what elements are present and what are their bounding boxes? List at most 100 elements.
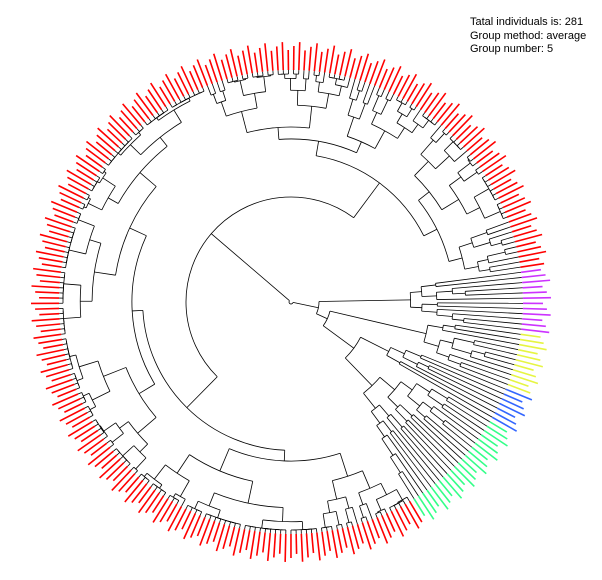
branch-line (74, 216, 79, 219)
branch-line (128, 135, 133, 139)
branch-line (411, 124, 419, 133)
leaf-marker-group-1 (336, 529, 343, 553)
branch-line (489, 188, 494, 192)
branch-arc (215, 516, 221, 520)
branch-line (73, 382, 79, 385)
leaf-marker-group-5 (413, 498, 426, 517)
branch-arc (91, 243, 102, 302)
branch-arc (262, 519, 303, 523)
branch-line (407, 395, 420, 407)
leaf-marker-group-1 (180, 65, 194, 93)
branch-arc (397, 496, 408, 503)
leaf-marker-group-1 (371, 519, 380, 539)
branch-line (247, 481, 254, 504)
branch-line (413, 106, 417, 111)
leaf-marker-group-5 (422, 492, 437, 514)
branch-line (236, 76, 239, 81)
branch-line (333, 74, 336, 79)
branch-arc (257, 75, 264, 77)
leaf-marker-group-1 (46, 358, 67, 366)
group-method-text: Group method: average (470, 29, 587, 42)
branch-line (477, 259, 489, 263)
branch-line (308, 70, 310, 80)
branch-line (487, 226, 511, 236)
leaf-marker-group-3 (507, 383, 531, 394)
branch-arc (387, 381, 402, 398)
leaf-marker-group-1 (452, 115, 473, 137)
leaf-marker-group-1 (39, 233, 68, 243)
leaf-marker-group-1 (144, 492, 160, 514)
leaf-marker-group-1 (177, 72, 190, 95)
leaf-marker-group-3 (519, 338, 544, 345)
branch-line (139, 172, 157, 187)
branch-line (452, 313, 523, 320)
branch-line (449, 354, 512, 376)
branch-line (309, 106, 313, 129)
branch-line (116, 452, 121, 456)
branch-arc (117, 145, 168, 204)
branch-arc (214, 492, 284, 508)
leaf-marker-group-1 (356, 524, 364, 544)
leaf-marker-group-1 (46, 223, 71, 233)
branch-arc (420, 286, 423, 297)
leaf-marker-group-1 (495, 181, 518, 195)
branch-arc (71, 232, 75, 238)
branch-line (197, 89, 200, 94)
branch-line (362, 470, 371, 489)
leaf-marker-group-1 (485, 164, 503, 177)
branch-line (315, 75, 317, 82)
branch-line (251, 73, 254, 78)
branch-line (103, 171, 107, 174)
branch-line (176, 454, 190, 474)
branch-line (208, 492, 215, 507)
leaf-marker-group-1 (144, 95, 158, 113)
leaf-marker-group-1 (397, 74, 411, 97)
branch-arc (345, 337, 361, 359)
branch-arc (246, 126, 310, 134)
branch-line (327, 500, 331, 513)
branch-line (396, 489, 403, 501)
branch-line (400, 428, 444, 478)
branch-line (396, 96, 399, 101)
branch-line (94, 271, 116, 276)
branch-arc (386, 347, 392, 356)
branch-line (405, 422, 452, 471)
leaf-marker-group-1 (390, 510, 405, 537)
branch-line (466, 207, 480, 215)
leaf-marker-group-1 (444, 113, 460, 130)
branch-line (92, 419, 96, 423)
branch-line (416, 409, 426, 418)
leaf-marker-group-2 (522, 318, 543, 322)
branch-line (119, 456, 124, 460)
branch-line (89, 414, 94, 418)
branch-arc (108, 161, 112, 166)
branch-arc (381, 434, 388, 439)
branch-line (351, 507, 358, 525)
total-individuals-text: Tatal individuals is: 281 (470, 16, 584, 28)
branch-line (165, 106, 169, 111)
leaf-marker-group-1 (245, 530, 251, 551)
branch-line (192, 91, 196, 96)
branch-line (79, 360, 99, 368)
branch-line (454, 337, 475, 343)
branch-arc (429, 406, 435, 412)
branch-line (433, 406, 479, 440)
branch-line (83, 206, 87, 209)
branch-line (359, 103, 366, 120)
branch-line (65, 246, 70, 249)
branch-line (427, 324, 444, 329)
branch-line (244, 525, 246, 530)
branch-arc (229, 448, 341, 462)
branch-line (346, 117, 355, 137)
leaf-marker-group-1 (476, 150, 494, 164)
branch-line (412, 109, 421, 122)
branch-line (318, 299, 411, 302)
branch-line (61, 338, 67, 340)
leaf-marker-group-1 (349, 58, 356, 78)
branch-line (66, 358, 71, 361)
branch-line (159, 484, 163, 489)
branch-line (71, 226, 76, 229)
branch-line (382, 420, 392, 432)
branch-line (68, 236, 73, 239)
branch-line (142, 477, 146, 481)
